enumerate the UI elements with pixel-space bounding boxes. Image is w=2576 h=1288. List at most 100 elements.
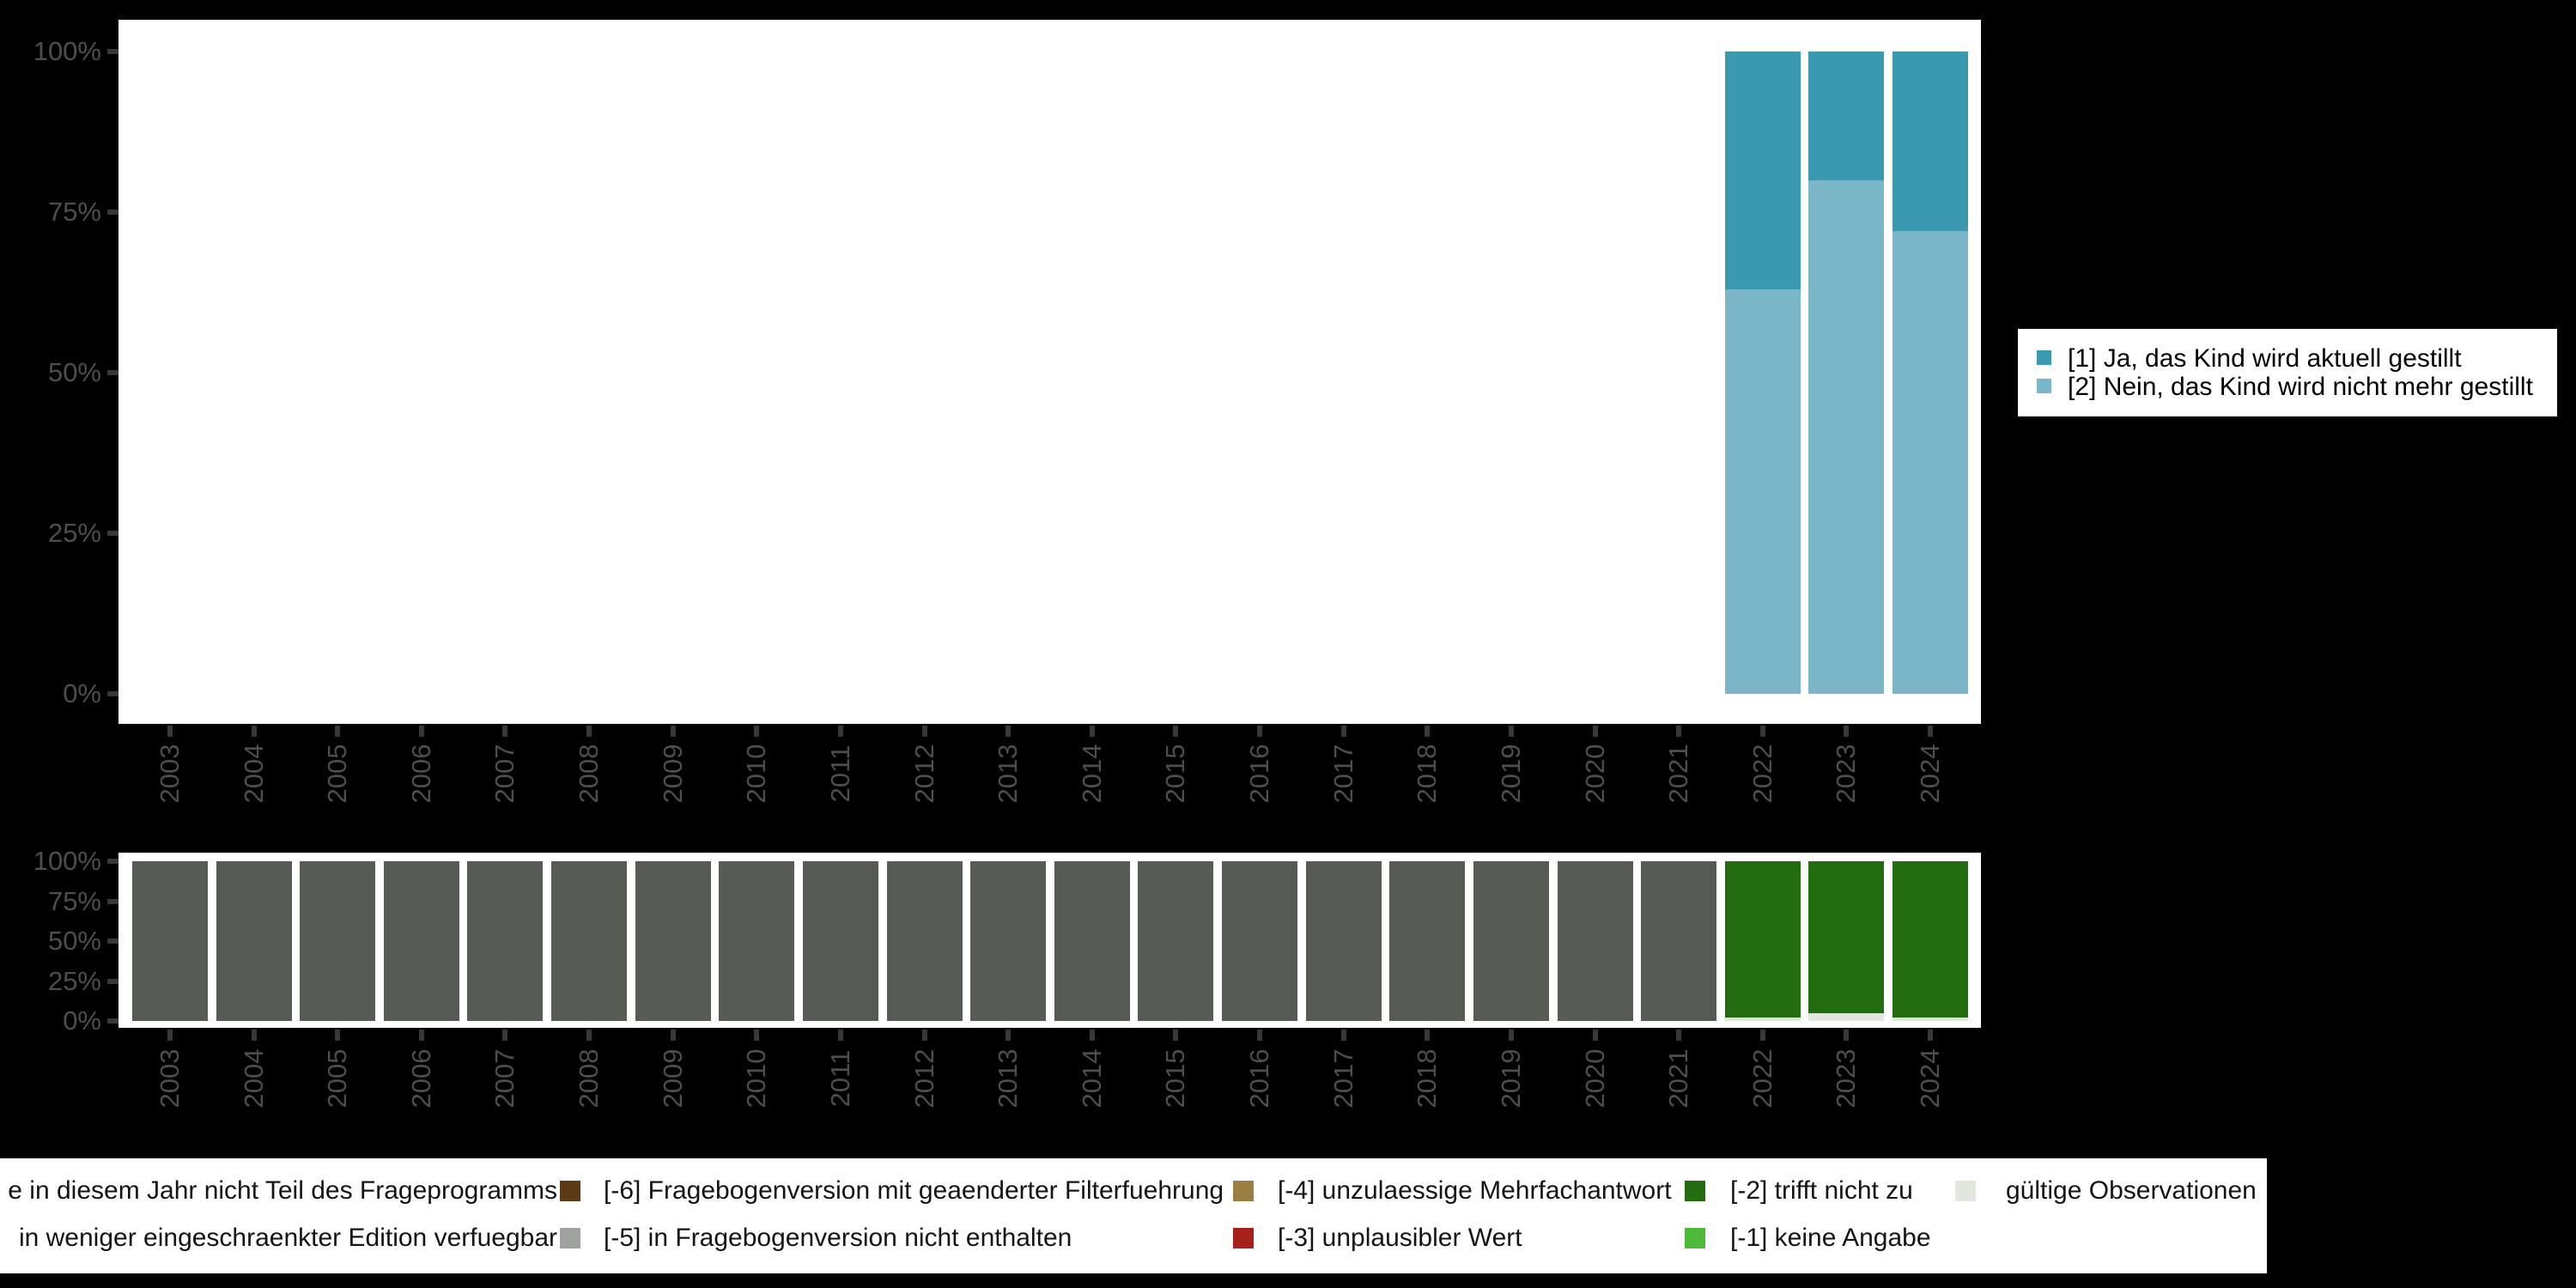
legend-item-label: gültige Observationen — [2006, 1176, 2257, 1205]
x-year-label: 2015 — [1160, 1048, 1191, 1109]
legend-item-label: [-1] keine Angabe — [1730, 1224, 1931, 1252]
legend-item-label: [-3] unplausibler Wert — [1278, 1224, 1522, 1252]
x-year-label: 2005 — [322, 744, 353, 804]
legend-item-label: [-6] Fragebogenversion mit geaenderter F… — [604, 1176, 1224, 1205]
x-tick-mark — [502, 1030, 508, 1041]
y-tick-mark — [107, 49, 118, 54]
x-year-label: 2014 — [1076, 1048, 1107, 1109]
x-tick-mark — [1089, 1030, 1095, 1041]
y-tick-label: 0% — [63, 1005, 101, 1036]
bar-segment-2022 — [1724, 1018, 1801, 1021]
bar-segment-2015 — [1138, 861, 1214, 1021]
legend-swatch — [560, 1228, 580, 1249]
bar-segment-2024 — [1893, 231, 1969, 694]
bar-segment-2014 — [1054, 861, 1130, 1021]
bar-segment-2005 — [300, 861, 376, 1021]
x-tick-mark — [1173, 726, 1179, 737]
x-year-label: 2004 — [238, 744, 269, 804]
x-year-label: 2012 — [908, 744, 939, 804]
x-year-label: 2016 — [1244, 744, 1275, 804]
x-tick-mark — [1844, 1030, 1850, 1041]
x-tick-mark — [837, 726, 843, 737]
x-year-label: 2021 — [1663, 744, 1694, 804]
bar-segment-2024 — [1893, 861, 1969, 1018]
x-tick-mark — [670, 1030, 676, 1041]
bar-segment-2019 — [1473, 861, 1549, 1021]
bar-segment-2007 — [467, 861, 544, 1021]
x-tick-mark — [670, 726, 676, 737]
bar-segment-2016 — [1222, 861, 1298, 1021]
x-year-label: 2009 — [657, 744, 688, 804]
x-tick-mark — [1676, 726, 1682, 737]
x-tick-mark — [1759, 726, 1765, 737]
x-year-label: 2017 — [1327, 1048, 1358, 1109]
x-year-label: 2021 — [1663, 1048, 1694, 1109]
x-tick-mark — [1340, 1030, 1346, 1041]
x-tick-mark — [502, 726, 508, 737]
x-year-label: 2003 — [155, 744, 185, 804]
legend-label-nein: [2] Nein, das Kind wird nicht mehr gesti… — [2068, 373, 2533, 401]
x-tick-mark — [1508, 726, 1514, 737]
x-year-label: 2015 — [1160, 744, 1191, 804]
x-tick-mark — [167, 726, 173, 737]
x-tick-mark — [418, 1030, 424, 1041]
bar-segment-2004 — [216, 861, 292, 1021]
bar-segment-2024 — [1893, 52, 1969, 232]
x-year-label: 2006 — [405, 744, 436, 804]
bar-segment-2023 — [1808, 861, 1885, 1013]
y-tick-label: 75% — [47, 197, 101, 227]
x-year-label: 2010 — [741, 1048, 772, 1109]
x-tick-mark — [1592, 1030, 1598, 1041]
y-tick-label: 50% — [47, 926, 101, 956]
x-year-label: 2016 — [1244, 1048, 1275, 1109]
x-year-label: 2020 — [1579, 744, 1610, 804]
x-year-label: 2007 — [489, 1048, 520, 1109]
x-year-label: 2010 — [741, 744, 772, 804]
y-tick-label: 100% — [33, 846, 101, 876]
bar-segment-2020 — [1557, 861, 1633, 1021]
x-tick-mark — [754, 1030, 760, 1041]
x-tick-mark — [335, 1030, 341, 1041]
bar-segment-2023 — [1808, 52, 1885, 180]
bar-segment-2010 — [719, 861, 795, 1021]
bar-segment-2008 — [551, 861, 628, 1021]
y-tick-mark — [107, 531, 118, 536]
x-year-label: 2008 — [574, 1048, 605, 1109]
x-year-label: 2014 — [1076, 744, 1107, 804]
x-year-label: 2011 — [824, 1049, 855, 1108]
legend-item-label: [-5] in Fragebogenversion nicht enthalte… — [604, 1224, 1072, 1252]
bar-segment-2024 — [1893, 1018, 1969, 1021]
legend-swatch — [1685, 1181, 1705, 1201]
y-tick-mark — [107, 859, 118, 864]
main-chart-panel — [118, 20, 1981, 724]
bar-segment-2017 — [1305, 861, 1382, 1021]
legend-swatch — [1955, 1181, 1976, 1201]
x-tick-mark — [1005, 726, 1012, 737]
x-tick-mark — [418, 726, 424, 737]
y-tick-mark — [107, 370, 118, 375]
x-tick-mark — [1844, 726, 1850, 737]
x-year-label: 2019 — [1495, 744, 1526, 804]
x-year-label: 2013 — [993, 1048, 1024, 1109]
x-year-label: 2012 — [908, 1048, 939, 1109]
y-tick-label: 25% — [47, 965, 101, 996]
y-tick-mark — [107, 210, 118, 215]
x-tick-mark — [1257, 1030, 1263, 1041]
x-tick-mark — [586, 1030, 592, 1041]
x-year-label: 2024 — [1915, 1048, 1946, 1109]
x-year-label: 2013 — [993, 744, 1024, 804]
y-tick-mark — [107, 691, 118, 696]
legend-swatch-nein — [2037, 379, 2051, 393]
x-year-label: 2022 — [1747, 744, 1777, 804]
x-tick-mark — [1340, 726, 1346, 737]
x-year-label: 2022 — [1747, 1048, 1777, 1109]
x-year-label: 2005 — [322, 1048, 353, 1109]
y-tick-label: 0% — [63, 678, 101, 708]
x-year-label: 2018 — [1412, 1048, 1443, 1109]
bar-segment-2012 — [886, 861, 963, 1021]
x-tick-mark — [837, 1030, 843, 1041]
x-year-label: 2023 — [1831, 1048, 1862, 1109]
y-tick-mark — [107, 939, 118, 944]
bar-segment-2011 — [802, 861, 878, 1021]
